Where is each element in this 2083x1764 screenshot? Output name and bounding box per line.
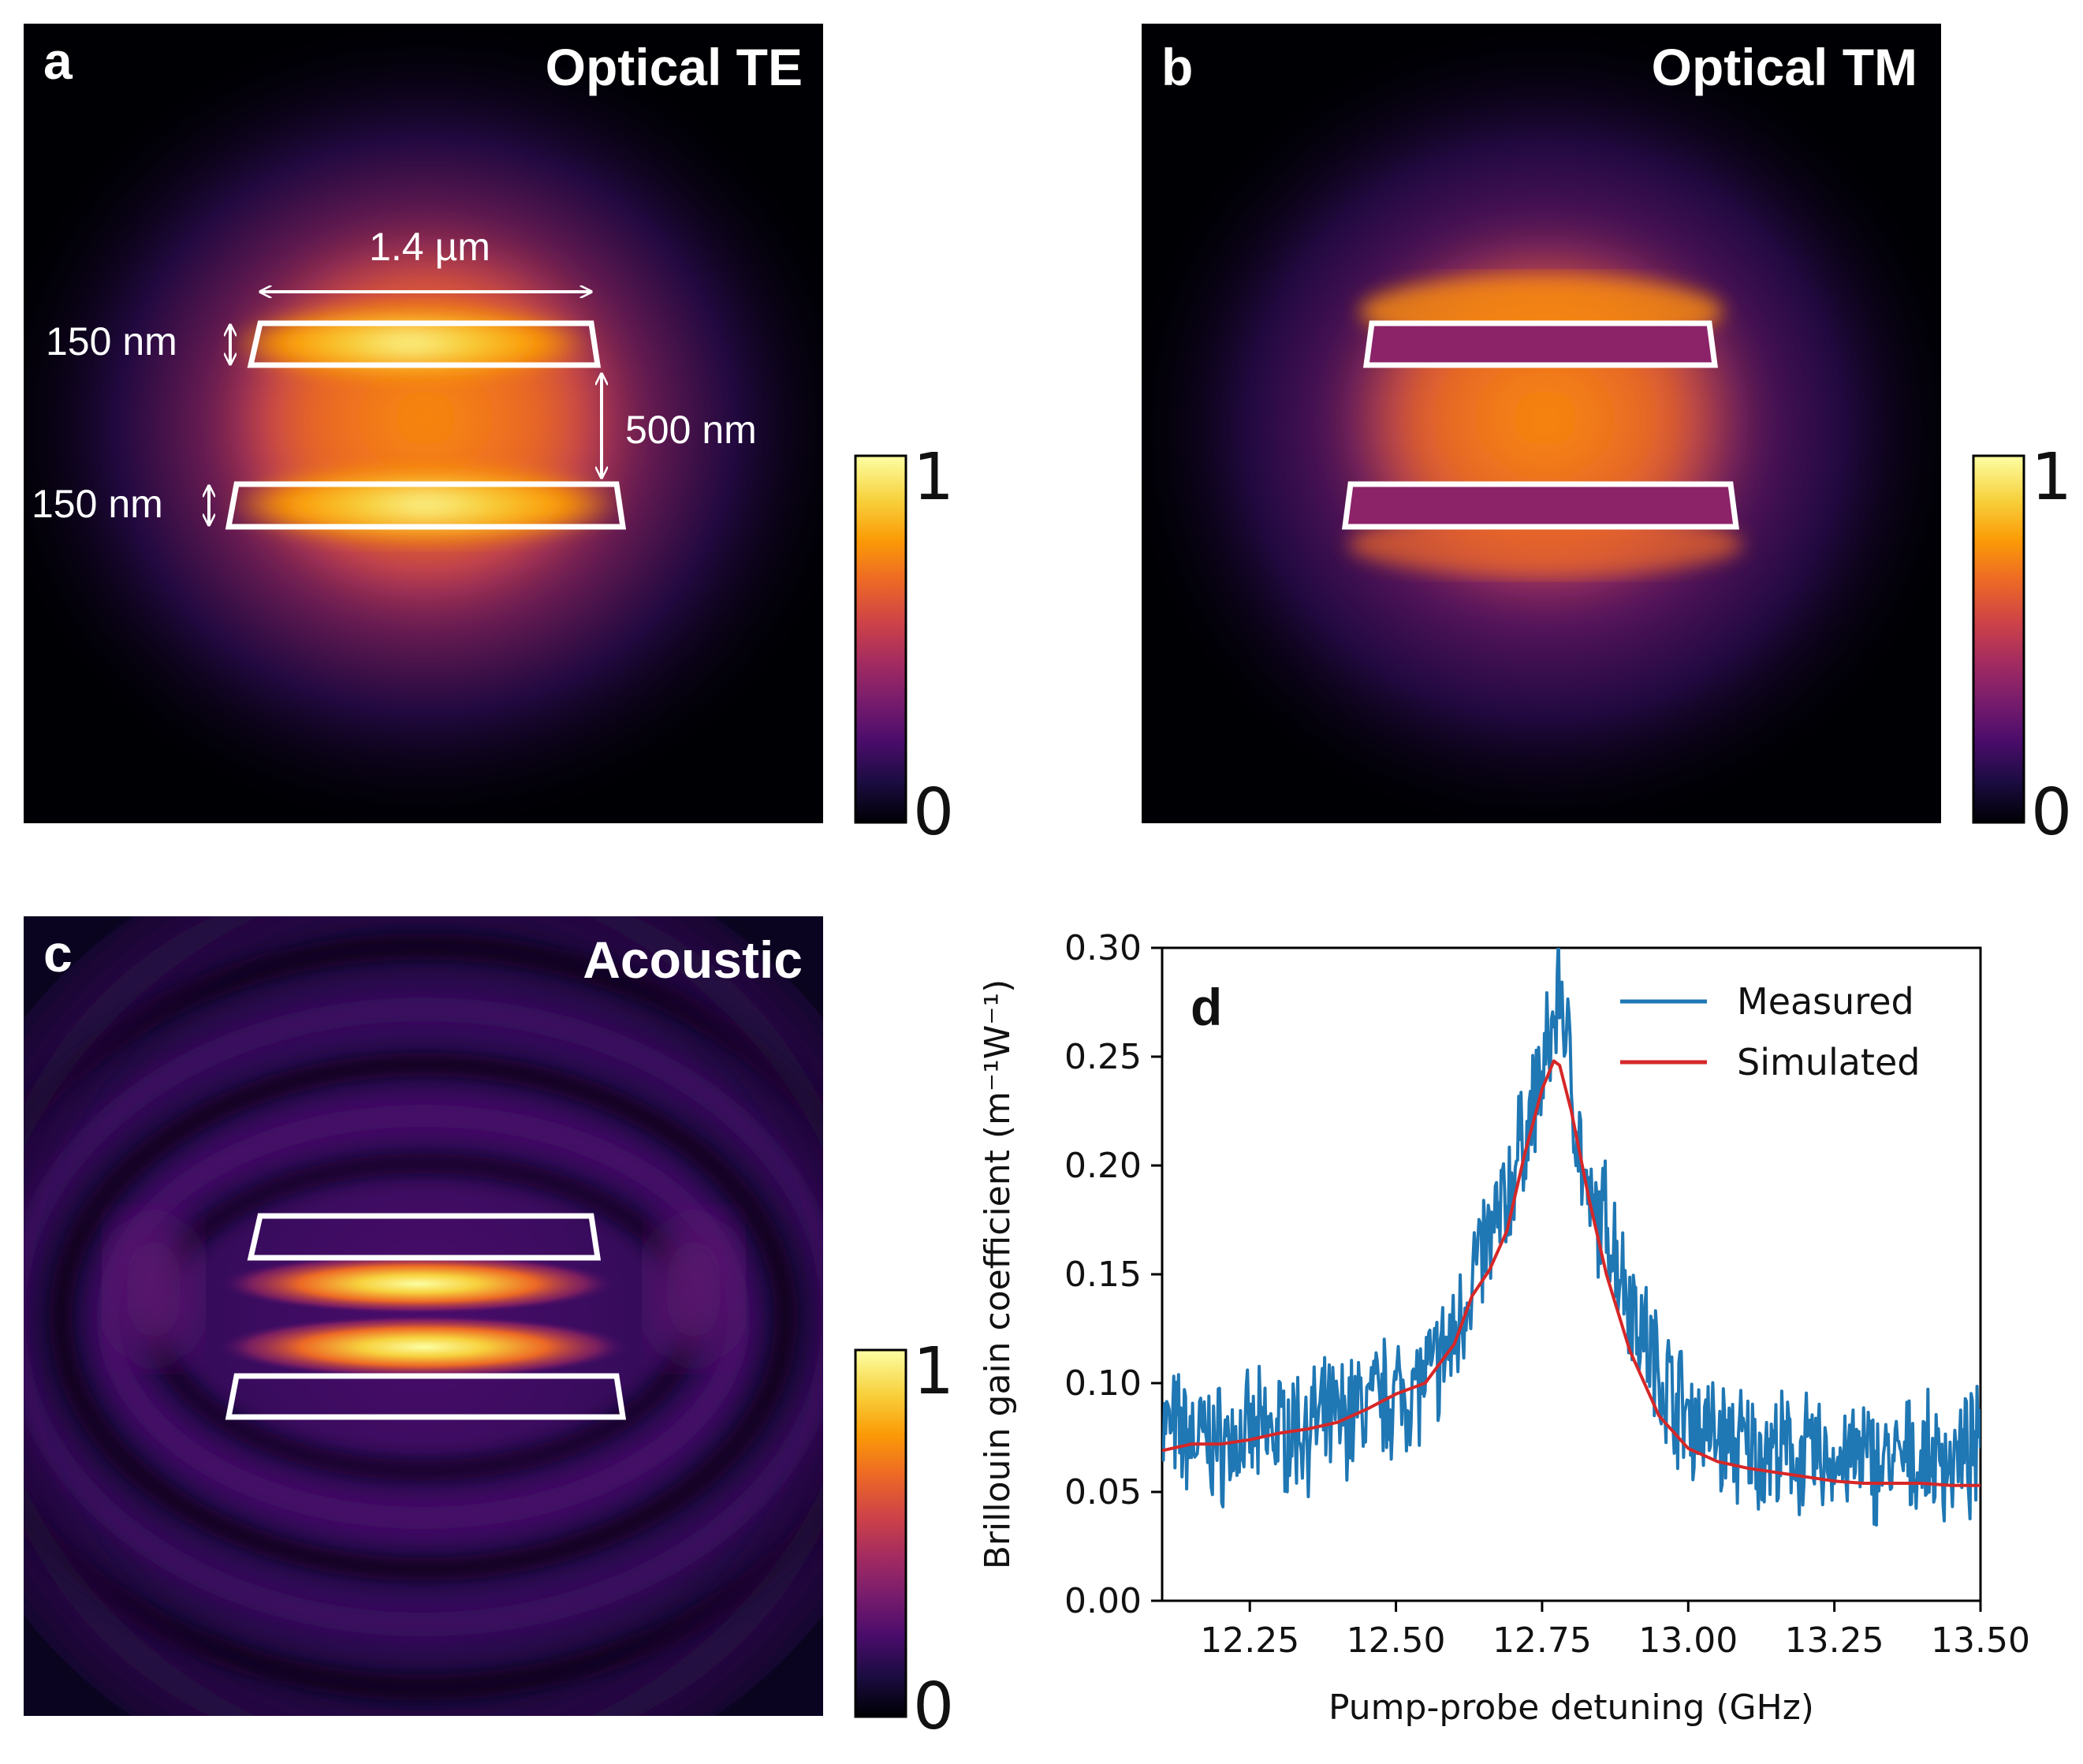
- colorbar-b-gradient: [1972, 454, 2025, 824]
- acoustic-lobe-bottom: [218, 1315, 628, 1378]
- series-measured-line: [1162, 948, 1981, 1527]
- x-tick-label: 13.00: [1638, 1620, 1738, 1661]
- panel-b: b Optical TM: [1142, 24, 1941, 823]
- te-hotspot-bottom: [229, 465, 623, 544]
- x-tick-label: 13.50: [1931, 1620, 2030, 1661]
- y-tick-label: 0.20: [1064, 1146, 1142, 1186]
- colorbar-a-max: 1: [913, 440, 954, 515]
- acoustic-lobe-top: [221, 1254, 615, 1314]
- acoustic-ring: [24, 933, 823, 1701]
- colorbar-a: 1 0: [854, 440, 954, 850]
- waveguide-bottom-outline-b: [1342, 481, 1739, 530]
- panel-title-b: Optical TM: [1652, 38, 1917, 96]
- y-tick-label: 0.15: [1064, 1255, 1142, 1295]
- colorbar-c-max: 1: [913, 1334, 954, 1409]
- legend-label-measured: Measured: [1737, 980, 1914, 1023]
- tm-core-bottom-fill: [1345, 484, 1736, 527]
- gap-label: 500 nm: [625, 408, 757, 452]
- acoustic-ring: [49, 1053, 798, 1581]
- y-tick-label: 0.00: [1064, 1581, 1142, 1621]
- colorbar-b-max: 1: [2031, 440, 2072, 515]
- bottom-thickness-label: 150 nm: [32, 482, 163, 526]
- colorbar-c-min: 0: [913, 1669, 954, 1744]
- colorbar-a-gradient: [854, 454, 907, 824]
- legend-label-simulated: Simulated: [1737, 1041, 1920, 1083]
- y-tick-label: 0.25: [1064, 1037, 1142, 1077]
- x-tick-label: 12.75: [1492, 1620, 1592, 1661]
- colorbar-b: 1 0: [1972, 440, 2072, 850]
- panel-letter-b: b: [1161, 38, 1193, 96]
- panel-c: c Acoustic: [24, 916, 823, 1716]
- legend: Measured Simulated: [1620, 980, 1920, 1083]
- x-axis-label: Pump-probe detuning (GHz): [1328, 1688, 1814, 1728]
- y-axis-label: Brillouin gain coefficient (m⁻¹W⁻¹): [978, 979, 1018, 1570]
- colorbar-c: 1 0: [854, 1334, 954, 1744]
- colorbar-a-min: 0: [913, 775, 954, 850]
- waveguide-bottom-outline-c: [225, 1373, 627, 1420]
- panel-letter-a: a: [43, 32, 73, 90]
- panel-title-c: Acoustic: [583, 930, 803, 989]
- y-tick-label: 0.05: [1064, 1472, 1142, 1512]
- series-simulated-line: [1162, 1059, 1981, 1487]
- panel-title-a: Optical TE: [546, 38, 803, 96]
- panel-d: 12.25 12.50 12.75 13.00 13.25 13.50 0.000.050…: [978, 928, 2030, 1728]
- acoustic-ring: [97, 1105, 750, 1529]
- y-axis: 0.00 0.05 0.10 0.15 0.20 0.25 0.30: [1064, 928, 1162, 1621]
- x-tick-label: 12.50: [1347, 1620, 1446, 1661]
- width-label: 1.4 µm: [369, 225, 490, 269]
- acoustic-side-lobe-right: [650, 1218, 737, 1360]
- te-hotspot-top: [229, 305, 591, 381]
- waveguide-top-outline-c: [247, 1213, 602, 1261]
- waveguide-top-outline: [247, 320, 602, 368]
- top-thickness-label: 150 nm: [46, 319, 177, 364]
- x-tick-label: 12.25: [1200, 1620, 1299, 1661]
- colorbar-c-gradient: [854, 1348, 907, 1718]
- colorbar-b-min: 0: [2031, 775, 2072, 850]
- panel-letter-c: c: [43, 924, 73, 983]
- acoustic-side-lobe-left: [110, 1218, 197, 1360]
- y-tick-label: 0.30: [1064, 928, 1142, 968]
- panel-letter-d: d: [1191, 978, 1222, 1036]
- x-tick-label: 13.25: [1785, 1620, 1884, 1661]
- acoustic-ring: [24, 998, 823, 1636]
- tm-core-top-fill: [1366, 323, 1715, 365]
- waveguide-bottom-outline: [225, 481, 627, 530]
- panel-a: 1.4 µm 150 nm 150 nm 500 nm a Optical TE: [24, 24, 823, 823]
- x-axis: 12.25 12.50 12.75 13.00 13.25 13.50: [1200, 1601, 2030, 1661]
- y-tick-label: 0.10: [1064, 1363, 1142, 1404]
- waveguide-top-outline-b: [1363, 320, 1718, 368]
